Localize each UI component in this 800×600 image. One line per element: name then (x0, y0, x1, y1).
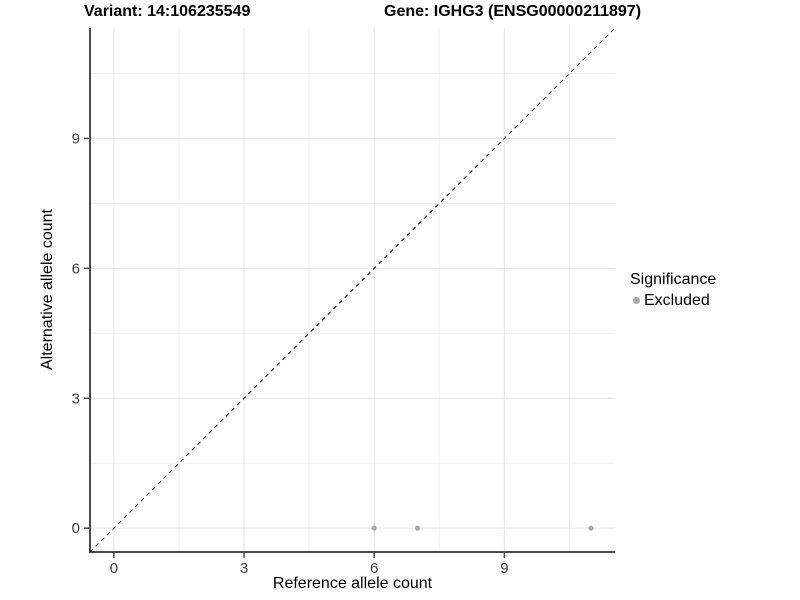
x-tick-label: 3 (240, 560, 248, 577)
data-point (588, 525, 594, 531)
x-tick-label: 6 (370, 560, 378, 577)
x-tick-label: 0 (110, 560, 118, 577)
x-tick-label: 9 (500, 560, 508, 577)
plot-title-variant: Variant: 14:106235549 (84, 3, 251, 20)
identity-dashed-line (89, 27, 616, 553)
legend-item-label: Excluded (644, 292, 710, 309)
x-axis-title: Reference allele count (272, 575, 433, 592)
y-tick-label: 3 (72, 390, 80, 407)
legend-title: Significance (630, 271, 717, 288)
y-tick-label: 6 (72, 260, 80, 277)
legend-dot-icon (633, 297, 640, 304)
data-point (371, 525, 377, 531)
legend-item-excluded: Excluded (630, 291, 716, 310)
y-tick-label: 9 (72, 130, 80, 147)
y-axis-title: Alternative allele count (39, 209, 56, 371)
legend: Significance Excluded (630, 270, 716, 310)
y-tick-label: 0 (72, 520, 80, 537)
data-point (415, 525, 421, 531)
plot-title-gene: Gene: IGHG3 (ENSG00000211897) (384, 3, 642, 20)
